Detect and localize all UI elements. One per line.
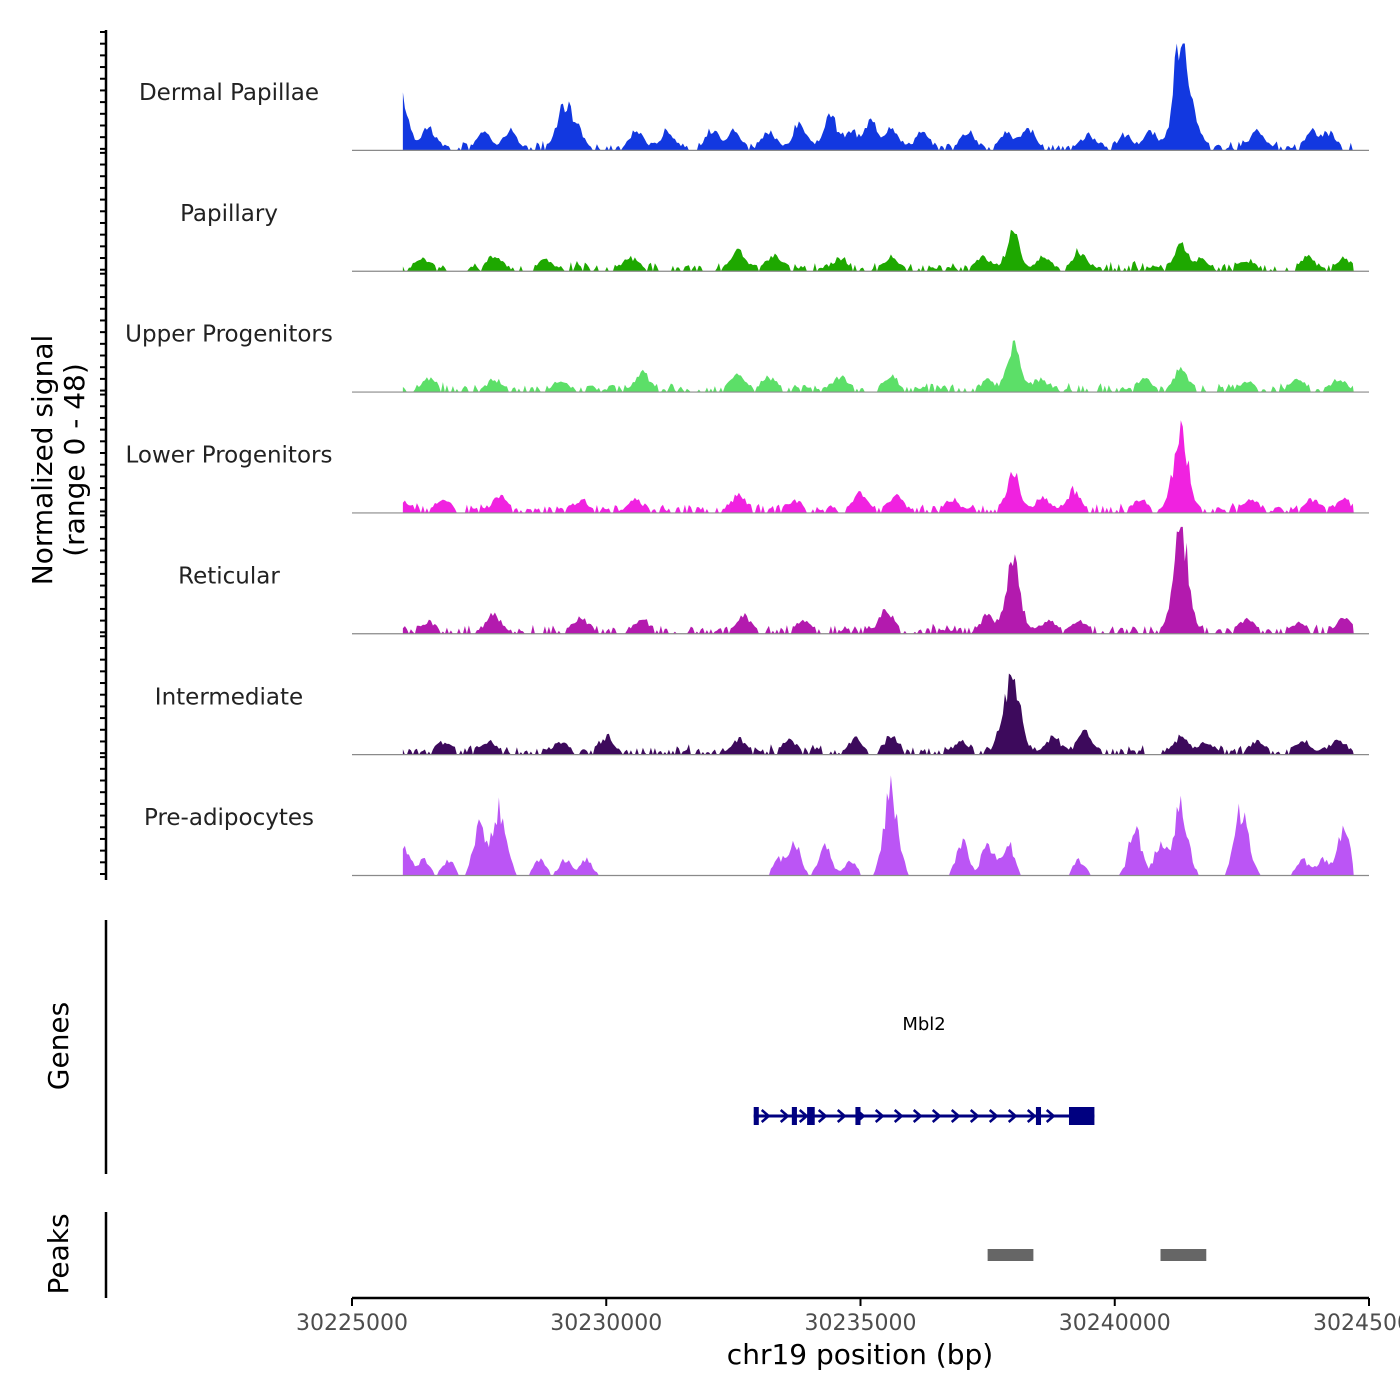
gene-strand-arrow bbox=[817, 1109, 828, 1123]
coverage-track-label: Lower Progenitors bbox=[126, 443, 333, 469]
coverage-track-label: Upper Progenitors bbox=[125, 322, 333, 348]
y-axis-title-line2: (range 0 - 48) bbox=[58, 363, 91, 557]
peaks-panel-title: Peaks bbox=[42, 1213, 75, 1294]
gene-strand-arrow bbox=[950, 1109, 961, 1123]
gene-exon bbox=[855, 1107, 861, 1125]
coverage-track-5: Reticular bbox=[178, 526, 1369, 635]
gene-strand-arrow bbox=[1007, 1109, 1018, 1123]
coverage-track-label: Papillary bbox=[180, 201, 278, 227]
gene-exon bbox=[807, 1107, 815, 1125]
peaks-panel: Peaks bbox=[42, 1212, 1207, 1298]
x-axis-title: chr19 position (bp) bbox=[727, 1338, 993, 1371]
x-axis-tick-label: 30235000 bbox=[805, 1311, 917, 1336]
gene-strand-arrow bbox=[779, 1109, 790, 1123]
y-axis-title: Normalized signal (range 0 - 48) bbox=[26, 335, 91, 586]
gene-strand-arrow bbox=[760, 1109, 771, 1123]
gene-strand-arrow bbox=[1045, 1109, 1056, 1123]
gene-exon bbox=[791, 1107, 797, 1125]
coverage-track-label: Reticular bbox=[178, 563, 280, 589]
x-axis: 30225000 30230000 30235000 30240000 30245000… bbox=[296, 1296, 1400, 1371]
peak-region bbox=[987, 1249, 1034, 1261]
gene-strand-arrow bbox=[969, 1109, 980, 1123]
gene-strand-arrow bbox=[836, 1109, 847, 1123]
coverage-signal-area bbox=[402, 43, 1354, 151]
y-axis bbox=[100, 30, 108, 880]
gene-exon bbox=[1035, 1107, 1042, 1125]
gene-exon bbox=[753, 1107, 759, 1125]
coverage-track-1: Dermal Papillae bbox=[139, 43, 1369, 151]
x-axis-tick-label: 30240000 bbox=[1059, 1311, 1171, 1336]
gene-strand-arrow bbox=[893, 1109, 904, 1123]
coverage-signal-area bbox=[402, 229, 1354, 272]
coverage-track-3: Upper Progenitors bbox=[125, 322, 1369, 393]
coverage-track-label: Pre-adipocytes bbox=[144, 805, 314, 831]
coverage-signal-area bbox=[402, 420, 1354, 513]
gene-strand-arrow bbox=[874, 1109, 885, 1123]
x-axis-tick-label: 30245000 bbox=[1313, 1311, 1400, 1336]
gene-strand-arrow bbox=[1026, 1109, 1037, 1123]
coverage-signal-area bbox=[402, 526, 1354, 634]
coverage-track-4: Lower Progenitors bbox=[126, 420, 1369, 514]
x-axis-tick-label: 30230000 bbox=[550, 1311, 662, 1336]
peak-bars bbox=[987, 1249, 1207, 1261]
gene-strand-arrow bbox=[931, 1109, 942, 1123]
coverage-signal-area bbox=[402, 340, 1354, 393]
gene-name-label: Mbl2 bbox=[902, 1014, 945, 1035]
coverage-signal-area bbox=[402, 673, 1354, 755]
coverage-tracks: Dermal Papillae Papillary Upper Progenitor… bbox=[125, 43, 1369, 877]
coverage-track-2: Papillary bbox=[180, 201, 1369, 272]
genes-panel-title: Genes bbox=[42, 1002, 75, 1090]
x-axis-ticks: 30225000 30230000 30235000 30240000 30245000 bbox=[296, 1298, 1400, 1336]
gene-strand-arrow bbox=[798, 1109, 809, 1123]
coverage-track-7: Pre-adipocytes bbox=[144, 775, 1369, 877]
gene-exon bbox=[1068, 1107, 1095, 1125]
y-axis-title-line1: Normalized signal bbox=[26, 335, 59, 586]
coverage-signal-area bbox=[402, 775, 1354, 876]
gene-strand-arrow bbox=[988, 1109, 999, 1123]
coverage-track-6: Intermediate bbox=[155, 673, 1369, 756]
coverage-track-label: Intermediate bbox=[155, 684, 303, 710]
peak-region bbox=[1160, 1249, 1207, 1261]
genes-panel: Genes Mbl2 bbox=[42, 920, 1095, 1174]
gene-strand-arrow bbox=[912, 1109, 923, 1123]
x-axis-tick-label: 30225000 bbox=[296, 1311, 408, 1336]
gene-models: Mbl2 bbox=[753, 1014, 1095, 1125]
coverage-track-label: Dermal Papillae bbox=[139, 80, 319, 106]
